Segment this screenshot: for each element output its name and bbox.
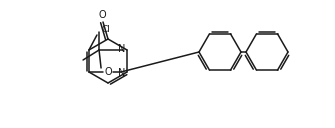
Text: N: N — [118, 68, 126, 78]
Text: N: N — [118, 44, 126, 54]
Text: O: O — [98, 10, 106, 20]
Text: O: O — [104, 67, 112, 77]
Text: Cl: Cl — [102, 24, 111, 34]
